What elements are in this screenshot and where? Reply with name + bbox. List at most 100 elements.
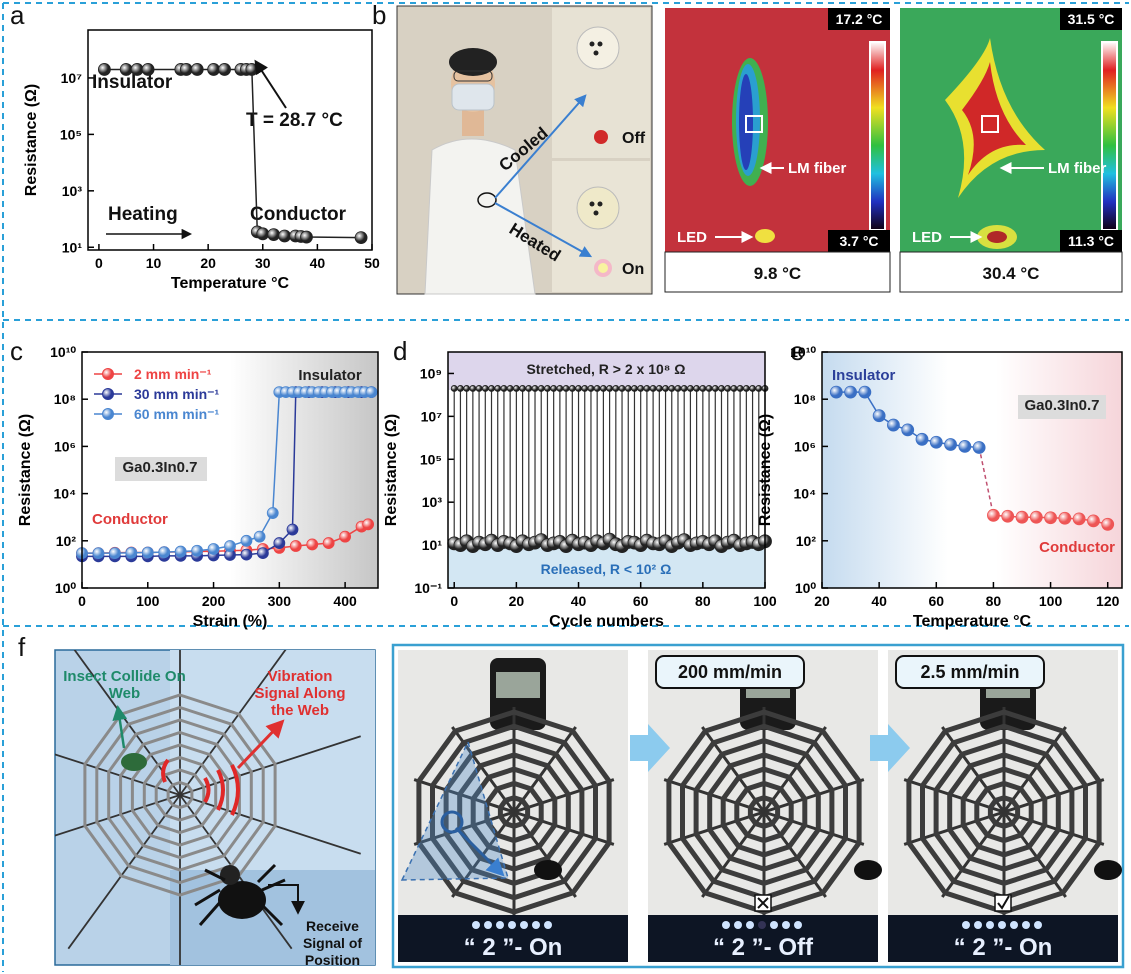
- y-tick-label: 10³: [62, 183, 83, 199]
- data-point: [120, 63, 132, 75]
- y-axis-label: Resistance (Ω): [17, 414, 34, 526]
- max-temp: 31.5 °C: [1068, 11, 1115, 27]
- data-point: [98, 63, 110, 75]
- led-label: LED: [912, 229, 942, 246]
- spider: [1094, 860, 1122, 880]
- led-spot: [755, 229, 775, 243]
- data-point: [930, 436, 942, 448]
- stopwatch-display: [496, 672, 540, 698]
- min-temp: 11.3 °C: [1068, 233, 1114, 249]
- legend-marker: [103, 389, 114, 400]
- led: [998, 921, 1006, 929]
- y-tick-label: 10¹⁰: [790, 344, 816, 360]
- status-label: “ 2 ”- On: [464, 934, 563, 961]
- button: [577, 27, 619, 69]
- data-point: [669, 385, 675, 391]
- x-tick-label: 400: [333, 593, 357, 609]
- data-point: [663, 385, 669, 391]
- spider-body: [218, 881, 266, 919]
- legend-label: 60 mm min⁻¹: [134, 406, 220, 422]
- spider-head: [220, 865, 240, 885]
- data-point: [576, 385, 582, 391]
- led: [472, 921, 480, 929]
- data-point: [737, 385, 743, 391]
- data-point: [631, 385, 637, 391]
- data-point: [532, 385, 538, 391]
- data-point: [457, 385, 463, 391]
- x-tick-label: 100: [753, 593, 777, 609]
- data-point: [93, 548, 104, 559]
- x-tick-label: 50: [364, 255, 380, 271]
- data-point: [109, 548, 120, 559]
- data-point: [706, 385, 712, 391]
- label: On: [622, 261, 644, 278]
- data-point: [563, 385, 569, 391]
- data-point: [887, 419, 899, 431]
- data-point: [254, 531, 265, 542]
- y-tick-label: 10⁴: [54, 486, 77, 502]
- led: [974, 921, 982, 929]
- x-tick-label: 60: [633, 593, 649, 609]
- data-point: [902, 424, 914, 436]
- data-point: [526, 385, 532, 391]
- data-point: [756, 385, 762, 391]
- speed-label: 200 mm/min: [678, 662, 782, 682]
- data-point: [859, 386, 871, 398]
- annotation: Conductor: [1039, 539, 1115, 556]
- y-tick-label: 10¹⁰: [50, 344, 76, 360]
- data-point: [191, 63, 203, 75]
- y-tick-label: 10⁴: [794, 486, 817, 502]
- spider: [854, 860, 882, 880]
- thermal-image: [665, 8, 890, 252]
- data-point: [712, 385, 718, 391]
- data-point: [290, 541, 301, 552]
- data-point: [142, 547, 153, 558]
- data-point: [700, 385, 706, 391]
- data-point: [355, 232, 367, 244]
- y-tick-label: 10⁶: [794, 438, 816, 454]
- y-tick-label: 10¹: [62, 239, 83, 255]
- mask: [452, 84, 494, 110]
- status-label: “ 2 ”- On: [954, 934, 1053, 961]
- data-point: [1059, 512, 1071, 524]
- data-point: [569, 385, 575, 391]
- y-axis-label: Resistance (Ω): [383, 414, 400, 526]
- led-label: LED: [677, 229, 707, 246]
- data-point: [340, 531, 351, 542]
- x-tick-label: 40: [871, 593, 887, 609]
- data-point: [482, 385, 488, 391]
- x-tick-label: 100: [136, 593, 160, 609]
- data-point: [257, 548, 268, 559]
- x-tick-label: 80: [986, 593, 1002, 609]
- data-point: [830, 386, 842, 398]
- x-tick-label: 100: [1039, 593, 1063, 609]
- min-temp: 3.7 °C: [839, 233, 878, 249]
- led: [544, 921, 552, 929]
- button-hole: [590, 202, 595, 207]
- data-point: [687, 385, 693, 391]
- x-axis-label: Cycle numbers: [549, 613, 664, 630]
- led: [520, 921, 528, 929]
- data-point: [126, 547, 137, 558]
- annotation: Released, R < 10² Ω: [541, 561, 672, 577]
- led-on: [598, 263, 608, 273]
- x-tick-label: 40: [571, 593, 587, 609]
- annotation: Heating: [108, 204, 178, 225]
- button-hole: [594, 51, 599, 56]
- led: [484, 921, 492, 929]
- fiber-label: LM fiber: [1048, 160, 1106, 177]
- data-point: [1087, 515, 1099, 527]
- data-point: [650, 385, 656, 391]
- insect-label: Insect Collide On Web: [62, 668, 187, 702]
- led: [986, 921, 994, 929]
- data-point: [1016, 511, 1028, 523]
- figure: abcdef10¹10³10⁵10⁷01020304050Temperature…: [0, 0, 1131, 974]
- data-point: [638, 385, 644, 391]
- data-point: [613, 385, 619, 391]
- data-point: [366, 387, 377, 398]
- led: [1022, 921, 1030, 929]
- data-point: [1030, 511, 1042, 523]
- data-point: [973, 441, 985, 453]
- insect: [121, 753, 147, 771]
- x-axis-label: Temperature °C: [913, 613, 1032, 630]
